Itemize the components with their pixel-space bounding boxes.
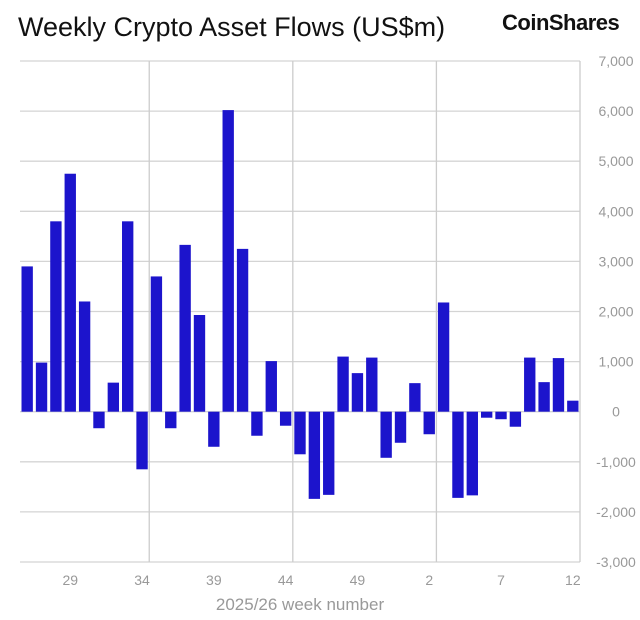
bar-week-48 [337,356,349,412]
x-tick-label: 49 [350,572,366,588]
bar-week-3 [437,302,450,412]
bar-week-32 [107,382,120,412]
y-tick-label: 7,000 [598,53,633,69]
bar-week-36 [165,411,177,429]
bar-week-46 [308,411,321,499]
bar-week-2 [423,411,435,435]
y-tick-label: 1,000 [598,354,633,370]
bar-week-30 [78,301,91,412]
y-tick-label: 3,000 [598,253,633,269]
bar-week-5 [466,411,478,496]
bar-week-10 [538,382,550,412]
bar-week-43 [265,361,277,412]
bar-week-42 [251,411,263,436]
y-tick-label: 0 [612,404,620,420]
y-tick-label: 6,000 [598,103,633,119]
bar-week-12 [567,400,579,412]
bar-week-7 [495,411,507,420]
bar-week-35 [150,276,163,412]
bar-week-44 [279,411,292,426]
x-tick-label: 12 [565,572,581,588]
bar-week-39 [208,411,220,447]
bar-week-34 [136,411,148,470]
y-tick-label: 2,000 [598,304,633,320]
chart-title: Weekly Crypto Asset Flows (US$m) [18,12,446,42]
y-tick-label: 5,000 [598,153,633,169]
x-tick-label: 44 [278,572,294,588]
bar-week-40 [222,110,234,412]
y-tick-label: -3,000 [596,554,636,570]
bar-week-50 [366,357,378,412]
bar-week-33 [122,221,134,412]
bar-week-45 [294,411,306,455]
bar-week-28 [50,221,62,412]
bar-week-6 [480,411,493,418]
bar-week-1 [409,383,421,412]
bar-week-8 [509,411,522,427]
bar-week-41 [236,248,249,412]
bar-week-31 [93,411,105,429]
bar-week-52 [394,411,407,443]
y-tick-label: 4,000 [598,203,633,219]
x-tick-label: 2 [425,572,433,588]
bar-week-9 [524,357,536,412]
coinshares-logo: CoinShares [502,10,620,35]
bar-week-11 [552,358,565,412]
bar-week-29 [64,173,76,412]
bar-week-49 [351,373,364,412]
bar-week-27 [35,362,48,412]
bar-week-47 [323,411,335,495]
bar-week-38 [193,315,206,412]
y-tick-label: -2,000 [596,504,636,520]
bar-week-4 [452,411,464,498]
x-tick-label: 7 [497,572,505,588]
y-tick-label: -1,000 [596,454,636,470]
x-tick-label: 34 [134,572,150,588]
bar-week-37 [179,244,191,412]
bar-week-26 [21,266,33,412]
x-tick-label: 29 [62,572,78,588]
bar-week-51 [380,411,392,458]
x-tick-label: 39 [206,572,222,588]
x-axis-title: 2025/26 week number [216,595,385,614]
